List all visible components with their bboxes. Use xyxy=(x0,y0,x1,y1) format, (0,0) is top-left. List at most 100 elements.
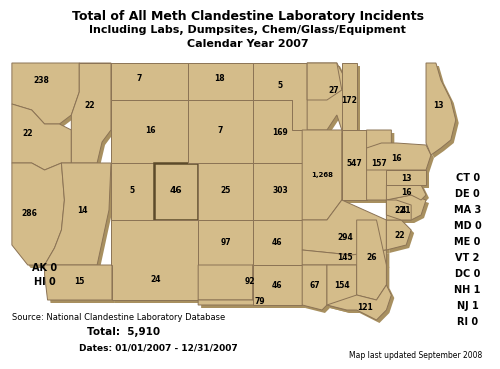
Text: 22: 22 xyxy=(394,231,404,239)
Polygon shape xyxy=(345,66,360,133)
Polygon shape xyxy=(114,103,191,166)
Polygon shape xyxy=(302,265,327,310)
Text: 41: 41 xyxy=(401,206,411,214)
Polygon shape xyxy=(307,63,342,100)
Polygon shape xyxy=(256,268,305,308)
Text: Total of All Meth Clandestine Laboratory Incidents: Total of All Meth Clandestine Laboratory… xyxy=(72,10,424,23)
Polygon shape xyxy=(80,63,188,100)
Polygon shape xyxy=(188,63,252,100)
Polygon shape xyxy=(327,285,392,320)
Polygon shape xyxy=(370,133,394,203)
Polygon shape xyxy=(330,288,394,323)
Text: 25: 25 xyxy=(220,186,231,194)
Polygon shape xyxy=(252,63,307,130)
Text: 1,268: 1,268 xyxy=(311,172,333,178)
Text: 16: 16 xyxy=(146,125,156,134)
Text: ME 0: ME 0 xyxy=(454,237,481,247)
Polygon shape xyxy=(390,198,429,223)
Polygon shape xyxy=(114,223,201,303)
Text: 172: 172 xyxy=(341,96,356,104)
Polygon shape xyxy=(12,163,64,265)
Polygon shape xyxy=(356,220,386,300)
Text: 14: 14 xyxy=(77,206,88,214)
Text: 22: 22 xyxy=(394,206,404,214)
Text: 16: 16 xyxy=(391,154,402,162)
Text: 294: 294 xyxy=(337,232,352,241)
Polygon shape xyxy=(201,268,305,303)
Polygon shape xyxy=(252,163,307,220)
Polygon shape xyxy=(252,220,302,265)
Polygon shape xyxy=(386,200,411,220)
Text: 97: 97 xyxy=(220,238,231,246)
Polygon shape xyxy=(198,163,252,220)
Text: 79: 79 xyxy=(254,297,265,307)
Polygon shape xyxy=(198,220,252,265)
Text: CT 0: CT 0 xyxy=(456,173,479,183)
Polygon shape xyxy=(342,130,366,200)
Polygon shape xyxy=(426,63,456,155)
Polygon shape xyxy=(191,103,256,166)
Polygon shape xyxy=(390,223,414,253)
Text: Total:  5,910: Total: 5,910 xyxy=(88,327,160,337)
Text: 547: 547 xyxy=(347,159,362,168)
Text: 145: 145 xyxy=(337,254,352,262)
Text: 16: 16 xyxy=(401,187,411,197)
Polygon shape xyxy=(366,130,392,200)
Polygon shape xyxy=(302,130,342,220)
Text: 5: 5 xyxy=(278,80,283,90)
Text: 13: 13 xyxy=(401,173,411,183)
Polygon shape xyxy=(188,100,252,163)
Polygon shape xyxy=(307,63,356,130)
Polygon shape xyxy=(154,163,198,220)
Text: DC 0: DC 0 xyxy=(455,269,480,279)
Text: 154: 154 xyxy=(334,280,349,290)
Text: NH 1: NH 1 xyxy=(454,285,481,295)
Polygon shape xyxy=(114,166,156,223)
Polygon shape xyxy=(386,195,426,220)
Text: MA 3: MA 3 xyxy=(454,205,481,215)
Text: 238: 238 xyxy=(34,76,50,85)
Text: 46: 46 xyxy=(272,280,282,290)
Text: 27: 27 xyxy=(328,86,339,94)
Polygon shape xyxy=(310,66,345,103)
Text: AK 0: AK 0 xyxy=(32,263,57,273)
Text: 121: 121 xyxy=(356,303,372,313)
Text: 157: 157 xyxy=(372,159,388,168)
Polygon shape xyxy=(111,100,188,163)
Polygon shape xyxy=(256,103,310,166)
Polygon shape xyxy=(15,166,68,268)
Polygon shape xyxy=(111,220,198,300)
Text: 303: 303 xyxy=(272,186,288,194)
Text: NJ 1: NJ 1 xyxy=(457,301,478,311)
Text: 67: 67 xyxy=(310,280,320,290)
Text: 22: 22 xyxy=(84,100,94,110)
Polygon shape xyxy=(310,66,360,133)
Text: 46: 46 xyxy=(170,186,182,194)
Polygon shape xyxy=(201,268,310,308)
Text: 13: 13 xyxy=(432,100,443,110)
Polygon shape xyxy=(12,104,72,170)
Polygon shape xyxy=(256,166,310,223)
Polygon shape xyxy=(386,220,411,250)
Polygon shape xyxy=(82,66,191,103)
Polygon shape xyxy=(302,250,386,265)
Polygon shape xyxy=(256,223,305,268)
Polygon shape xyxy=(74,66,114,166)
Text: VT 2: VT 2 xyxy=(456,253,480,263)
Polygon shape xyxy=(201,223,256,268)
Text: 7: 7 xyxy=(218,125,222,134)
Text: 46: 46 xyxy=(272,238,282,246)
Polygon shape xyxy=(44,265,112,300)
Polygon shape xyxy=(72,63,111,163)
Text: RI 0: RI 0 xyxy=(457,317,478,327)
Text: Source: National Clandestine Laboratory Database: Source: National Clandestine Laboratory … xyxy=(12,314,225,323)
Polygon shape xyxy=(370,146,434,173)
Polygon shape xyxy=(342,63,356,130)
Text: 92: 92 xyxy=(244,277,255,286)
Polygon shape xyxy=(15,107,74,173)
Polygon shape xyxy=(12,63,80,124)
Polygon shape xyxy=(302,200,386,255)
Polygon shape xyxy=(256,66,310,133)
Text: DE 0: DE 0 xyxy=(456,189,480,199)
Polygon shape xyxy=(15,66,82,127)
